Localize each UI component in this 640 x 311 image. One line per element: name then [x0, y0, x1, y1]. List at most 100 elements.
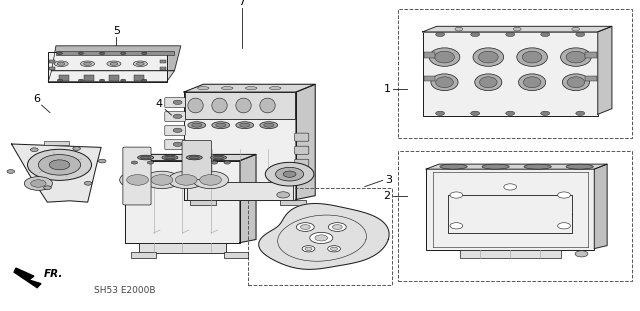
Circle shape [131, 161, 138, 164]
FancyBboxPatch shape [131, 252, 156, 258]
FancyBboxPatch shape [295, 133, 309, 141]
FancyBboxPatch shape [224, 252, 248, 258]
Ellipse shape [213, 156, 224, 159]
Circle shape [450, 192, 463, 198]
Circle shape [144, 171, 180, 188]
Ellipse shape [431, 74, 458, 91]
Polygon shape [52, 46, 181, 71]
Ellipse shape [482, 164, 509, 169]
Ellipse shape [197, 86, 209, 90]
Circle shape [58, 52, 63, 55]
Bar [585, 76, 596, 81]
Circle shape [173, 100, 182, 104]
Bar [44, 141, 69, 145]
Circle shape [31, 148, 38, 151]
Ellipse shape [518, 74, 546, 91]
Ellipse shape [136, 62, 144, 65]
Ellipse shape [264, 123, 274, 127]
Ellipse shape [216, 123, 226, 127]
Circle shape [506, 111, 515, 115]
Bar [134, 75, 144, 81]
Polygon shape [426, 164, 607, 169]
Bar [160, 60, 166, 63]
Circle shape [173, 128, 182, 132]
Ellipse shape [141, 156, 151, 159]
Circle shape [100, 52, 105, 55]
Ellipse shape [212, 122, 230, 128]
Polygon shape [184, 92, 296, 200]
Circle shape [84, 181, 92, 185]
Text: FR.: FR. [44, 269, 63, 279]
Circle shape [450, 223, 463, 229]
Text: 3: 3 [385, 175, 392, 185]
Circle shape [120, 52, 125, 55]
Circle shape [328, 223, 346, 231]
Circle shape [100, 79, 105, 81]
Text: 2: 2 [383, 191, 390, 201]
Circle shape [436, 111, 445, 115]
Ellipse shape [133, 61, 147, 67]
Ellipse shape [58, 62, 65, 65]
Polygon shape [598, 26, 612, 114]
Polygon shape [49, 52, 166, 81]
Circle shape [276, 192, 289, 198]
Circle shape [576, 111, 585, 115]
Ellipse shape [567, 77, 585, 88]
Bar [187, 182, 292, 200]
Polygon shape [422, 26, 612, 32]
Ellipse shape [236, 122, 254, 128]
FancyBboxPatch shape [139, 243, 226, 253]
FancyBboxPatch shape [295, 159, 309, 167]
Ellipse shape [107, 61, 121, 67]
FancyBboxPatch shape [164, 126, 186, 136]
Bar [460, 250, 561, 258]
Ellipse shape [189, 156, 200, 159]
Circle shape [331, 247, 338, 251]
Circle shape [224, 161, 230, 164]
Bar [84, 75, 94, 81]
Polygon shape [296, 84, 316, 200]
Ellipse shape [192, 123, 202, 127]
Ellipse shape [561, 48, 591, 66]
Bar [160, 67, 166, 70]
Ellipse shape [162, 155, 178, 160]
Bar [60, 75, 69, 81]
Circle shape [127, 175, 148, 185]
Circle shape [315, 235, 328, 241]
Circle shape [58, 79, 63, 81]
Ellipse shape [479, 77, 497, 88]
Ellipse shape [440, 164, 467, 169]
Ellipse shape [429, 48, 460, 66]
Ellipse shape [566, 51, 586, 63]
Circle shape [151, 175, 173, 185]
Circle shape [7, 169, 15, 173]
Circle shape [455, 27, 463, 31]
Circle shape [266, 162, 314, 186]
Bar [424, 76, 435, 81]
Ellipse shape [269, 86, 281, 90]
Circle shape [175, 175, 197, 185]
Circle shape [557, 192, 570, 198]
Circle shape [275, 167, 304, 181]
Ellipse shape [138, 155, 154, 160]
Polygon shape [49, 71, 174, 81]
Circle shape [328, 246, 340, 252]
Ellipse shape [524, 77, 541, 88]
Polygon shape [12, 144, 101, 202]
Ellipse shape [246, 86, 257, 90]
Circle shape [332, 225, 342, 230]
Circle shape [193, 171, 228, 188]
Circle shape [31, 180, 46, 187]
Ellipse shape [260, 98, 275, 113]
Ellipse shape [475, 74, 502, 91]
FancyBboxPatch shape [164, 140, 186, 150]
Bar [424, 52, 435, 58]
FancyBboxPatch shape [164, 98, 186, 108]
Ellipse shape [260, 122, 278, 128]
Ellipse shape [164, 156, 175, 159]
FancyBboxPatch shape [191, 200, 216, 205]
Bar [398, 9, 632, 138]
Circle shape [73, 147, 81, 151]
Circle shape [575, 251, 588, 257]
Circle shape [79, 52, 84, 55]
